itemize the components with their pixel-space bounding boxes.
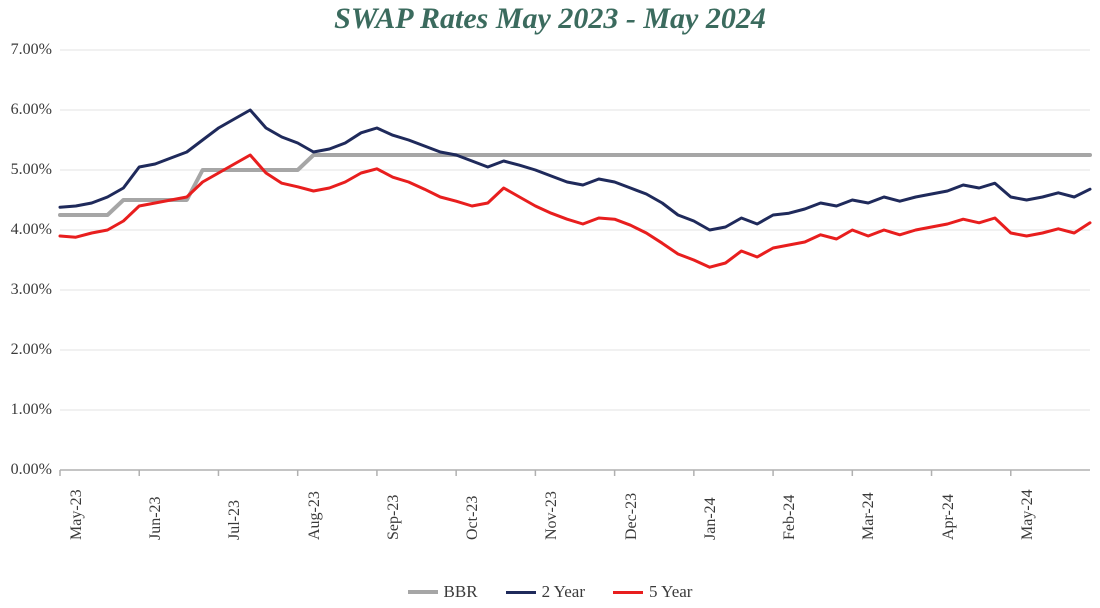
legend-item: BBR xyxy=(408,582,478,602)
legend-swatch xyxy=(613,591,643,594)
x-axis-tick-label: Feb-24 xyxy=(781,495,799,540)
x-axis-tick-label: Jul-23 xyxy=(226,500,244,540)
y-axis-tick-label: 7.00% xyxy=(0,41,52,59)
x-axis-tick-label: Jun-23 xyxy=(147,496,165,540)
y-axis-tick-label: 5.00% xyxy=(0,161,52,179)
legend-swatch xyxy=(506,591,536,594)
y-axis-tick-label: 4.00% xyxy=(0,221,52,239)
x-axis-tick-label: May-23 xyxy=(68,489,86,540)
legend-swatch xyxy=(408,590,438,594)
legend-item: 5 Year xyxy=(613,582,692,602)
legend-label: BBR xyxy=(444,582,478,602)
y-axis-tick-label: 2.00% xyxy=(0,341,52,359)
legend-label: 2 Year xyxy=(542,582,585,602)
x-axis-tick-label: Nov-23 xyxy=(543,491,561,540)
legend-item: 2 Year xyxy=(506,582,585,602)
x-axis-tick-label: May-24 xyxy=(1019,489,1037,540)
x-axis-tick-label: Jan-24 xyxy=(702,497,720,540)
y-axis-tick-label: 0.00% xyxy=(0,461,52,479)
x-axis-tick-label: Dec-23 xyxy=(623,493,641,540)
y-axis-tick-label: 3.00% xyxy=(0,281,52,299)
y-axis-tick-label: 1.00% xyxy=(0,401,52,419)
x-axis-tick-label: Apr-24 xyxy=(940,494,958,540)
swap-rates-chart: SWAP Rates May 2023 - May 2024 0.00%1.00… xyxy=(0,0,1100,608)
chart-legend: BBR 2 Year 5 Year xyxy=(0,582,1100,602)
x-axis-tick-label: Oct-23 xyxy=(464,496,482,540)
y-axis-tick-label: 6.00% xyxy=(0,101,52,119)
legend-label: 5 Year xyxy=(649,582,692,602)
x-axis-tick-label: Mar-24 xyxy=(860,492,878,540)
x-axis-tick-label: Sep-23 xyxy=(385,495,403,540)
x-axis-tick-label: Aug-23 xyxy=(306,491,324,540)
